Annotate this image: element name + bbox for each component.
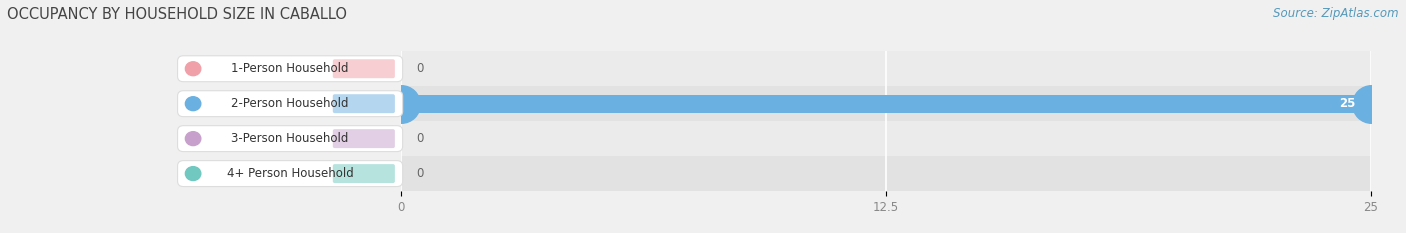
FancyBboxPatch shape (333, 59, 395, 78)
Circle shape (186, 62, 201, 76)
Bar (401, 156, 1371, 191)
Bar (401, 86, 1371, 121)
Bar (401, 95, 1371, 113)
Bar (401, 121, 1371, 156)
Text: 0: 0 (416, 132, 423, 145)
FancyBboxPatch shape (177, 161, 402, 187)
FancyBboxPatch shape (333, 94, 395, 113)
Text: 0: 0 (416, 62, 423, 75)
Text: 3-Person Household: 3-Person Household (232, 132, 349, 145)
Circle shape (186, 97, 201, 111)
FancyBboxPatch shape (177, 56, 402, 82)
Text: 2-Person Household: 2-Person Household (232, 97, 349, 110)
FancyBboxPatch shape (177, 91, 402, 117)
Bar (401, 51, 1371, 86)
Text: 25: 25 (1339, 97, 1355, 110)
Circle shape (186, 167, 201, 181)
FancyBboxPatch shape (333, 164, 395, 183)
FancyBboxPatch shape (333, 129, 395, 148)
Circle shape (186, 132, 201, 146)
Text: 1-Person Household: 1-Person Household (232, 62, 349, 75)
Text: 4+ Person Household: 4+ Person Household (226, 167, 353, 180)
Text: 0: 0 (416, 167, 423, 180)
Text: OCCUPANCY BY HOUSEHOLD SIZE IN CABALLO: OCCUPANCY BY HOUSEHOLD SIZE IN CABALLO (7, 7, 347, 22)
FancyBboxPatch shape (177, 126, 402, 152)
Text: Source: ZipAtlas.com: Source: ZipAtlas.com (1274, 7, 1399, 20)
